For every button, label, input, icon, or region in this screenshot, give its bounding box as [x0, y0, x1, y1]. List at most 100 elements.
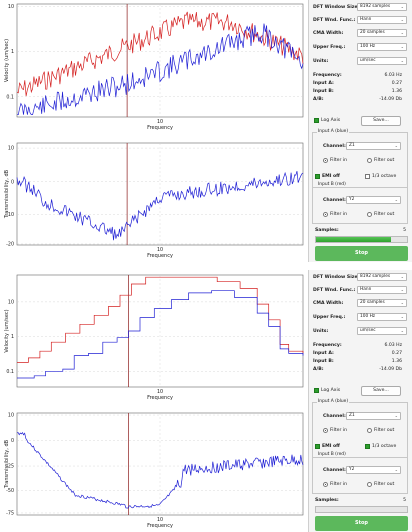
dft-window-size-select[interactable]: 8192 samples ⌄ [357, 3, 407, 11]
save-button[interactable]: Save... [361, 116, 401, 126]
input-b-filter-out-label: Filter out [374, 482, 395, 487]
input-b-value: 1.36 [391, 89, 402, 94]
dft-wnd-func-select[interactable]: Hann ⌄ [357, 286, 407, 294]
input-b-filter-out-label: Filter out [374, 212, 395, 217]
input-b-filter-out-radio[interactable] [367, 482, 372, 487]
input-a-filter-in-label: Filter in [330, 428, 348, 433]
x-axis-title: Frequency [147, 253, 173, 259]
y-tick-label: 0.1 [6, 94, 14, 100]
chevron-down-icon: ⌄ [400, 314, 404, 319]
dft-wnd-func-label: DFT Wnd. Func.: [313, 288, 356, 293]
analyzer-screen-2: 10 1 0.1 10 Frequency Velocity (um/sec) 10 0 -2… [0, 270, 412, 532]
units-label: Units: [313, 329, 329, 334]
log-axis-label: Log Axis [321, 388, 341, 393]
input-b-trace [16, 11, 304, 97]
input-b-filter-out-radio[interactable] [367, 212, 372, 217]
third-octave-checkbox[interactable] [365, 444, 370, 449]
emi-off-checkbox[interactable] [315, 174, 320, 179]
y-tick-label: 10 [8, 413, 14, 419]
screen-divider [0, 262, 412, 270]
third-octave-checkbox[interactable] [365, 174, 370, 179]
y-axis-title: Transmissibility, dB [4, 439, 10, 489]
input-a-value: 0.27 [391, 81, 402, 86]
input-b-filter-in-label: Filter in [330, 212, 348, 217]
third-octave-label: 1/3 octave [372, 174, 397, 179]
stop-button[interactable]: Stop [315, 516, 408, 531]
input-a-channel-select[interactable]: Z1 ⌄ [346, 142, 401, 150]
emi-off-label: EMI off [322, 174, 340, 179]
input-b-filter-in-radio[interactable] [323, 482, 328, 487]
chevron-down-icon: ⌄ [400, 58, 404, 63]
settings-panel: DFT Window Size: 8192 samples ⌄ DFT Wnd. … [308, 0, 412, 262]
y-axis-title: Velocity (um/sec) [4, 39, 10, 82]
upper-freq-label: Upper Freq.: [313, 45, 346, 50]
input-a-group [312, 132, 408, 188]
x-axis-title: Frequency [147, 523, 173, 529]
input-a-channel-label: Channel: [323, 414, 346, 419]
cma-width-select[interactable]: 20 samples ⌄ [357, 29, 407, 37]
chevron-down-icon: ⌄ [394, 143, 398, 148]
y-tick-label: 10 [8, 146, 14, 152]
dft-wnd-func-select[interactable]: Hann ⌄ [357, 16, 407, 24]
transmissibility-trace [16, 171, 304, 241]
input-b-filter-in-radio[interactable] [323, 212, 328, 217]
log-axis-checkbox[interactable] [314, 388, 319, 393]
y-axis-title: Velocity (um/sec) [4, 309, 10, 352]
input-b-channel-label: Channel: [323, 468, 346, 473]
transmissibility-trace [16, 431, 304, 509]
input-a-filter-out-label: Filter out [374, 158, 395, 163]
charts-area: 10 1 0.1 10 Frequency Velocity (um/sec) 10 0 -2… [0, 270, 308, 532]
units-select[interactable]: um/sec ⌄ [357, 327, 407, 335]
emi-off-label: EMI off [322, 444, 340, 449]
input-a-filter-out-radio[interactable] [367, 158, 372, 163]
chevron-down-icon: ⌄ [400, 328, 404, 333]
input-b-group-title: Input B (red) [317, 452, 347, 457]
stop-button[interactable]: Stop [315, 246, 408, 261]
emi-off-checkbox[interactable] [315, 444, 320, 449]
input-a-label: Input A: [313, 81, 334, 86]
cma-width-select[interactable]: 20 samples ⌄ [357, 299, 407, 307]
input-b-group-title: Input B (red) [317, 182, 347, 187]
y-tick-label: 1 [11, 334, 14, 340]
chevron-down-icon: ⌄ [394, 413, 398, 418]
upper-freq-select[interactable]: 100 Hz ⌄ [357, 43, 407, 51]
input-a-filter-in-radio[interactable] [323, 428, 328, 433]
ab-ratio-value: -14.09 Db [379, 97, 402, 102]
log-axis-checkbox[interactable] [314, 118, 319, 123]
input-a-filter-in-label: Filter in [330, 158, 348, 163]
y-axis-title: Transmissibility, dB [4, 169, 10, 219]
ab-ratio-value: -14.09 Db [379, 367, 402, 372]
samples-label: Samples: [315, 498, 339, 503]
y-tick-label: 0 [11, 179, 14, 185]
input-a-group [312, 402, 408, 458]
upper-freq-select[interactable]: 100 Hz ⌄ [357, 313, 407, 321]
input-a-channel-label: Channel: [323, 144, 346, 149]
x-tick-label: 10 [157, 247, 163, 253]
y-tick-label: 10 [8, 4, 14, 10]
dft-window-size-select[interactable]: 8192 samples ⌄ [357, 273, 407, 281]
chevron-down-icon: ⌄ [400, 300, 404, 305]
chevron-down-icon: ⌄ [400, 17, 404, 22]
input-a-filter-in-radio[interactable] [323, 158, 328, 163]
input-a-filter-out-radio[interactable] [367, 428, 372, 433]
samples-value: 5 [403, 498, 406, 503]
y-tick-label: 0.1 [6, 369, 14, 375]
y-tick-label: -10 [6, 212, 14, 218]
save-button[interactable]: Save... [361, 386, 401, 396]
chevron-down-icon: ⌄ [400, 44, 404, 49]
samples-progress-bar [315, 506, 408, 513]
chevron-down-icon: ⌄ [400, 4, 404, 9]
units-select[interactable]: um/sec ⌄ [357, 57, 407, 65]
ab-ratio-label: A/B: [313, 367, 324, 372]
plot-area [16, 142, 304, 246]
dft-window-size-label: DFT Window Size: [313, 275, 360, 280]
dft-window-size-label: DFT Window Size: [313, 5, 360, 10]
input-b-channel-select[interactable]: Y2 ⌄ [346, 466, 401, 474]
input-a-channel-select[interactable]: Z1 ⌄ [346, 412, 401, 420]
frequency-value: 6.03 Hz [384, 73, 402, 78]
settings-panel: DFT Window Size: 8192 samples ⌄ DFT Wnd. … [308, 270, 412, 532]
input-b-value: 1.36 [391, 359, 402, 364]
plot-area [16, 412, 304, 516]
input-b-channel-select[interactable]: Y2 ⌄ [346, 196, 401, 204]
